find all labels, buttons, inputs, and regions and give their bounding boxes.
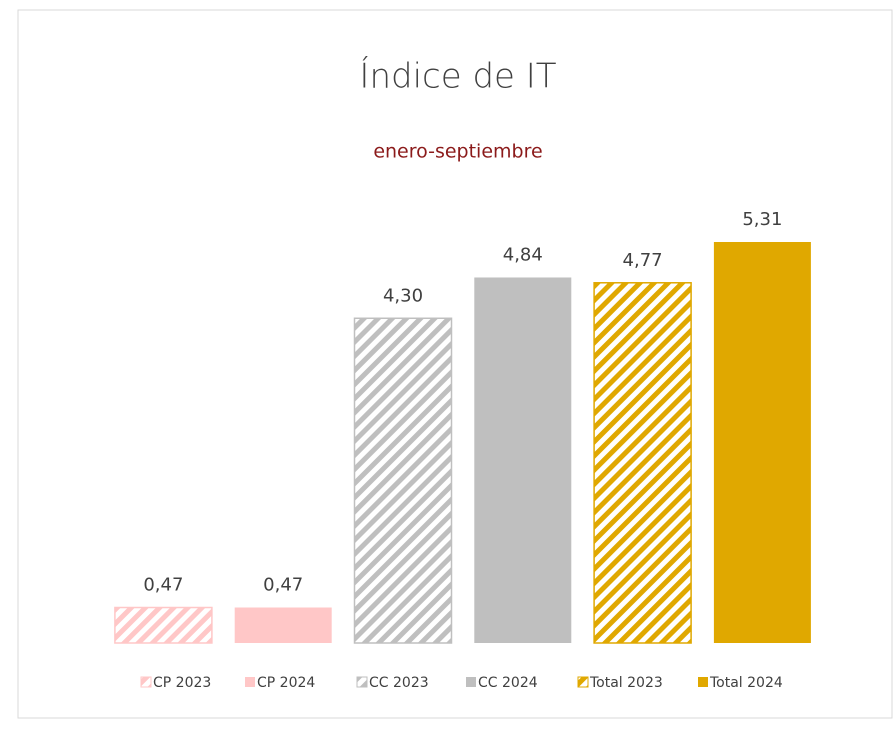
value-label: 0,47 xyxy=(143,575,183,596)
chart-subtitle: enero-septiembre xyxy=(373,141,542,163)
value-label: 4,77 xyxy=(623,250,663,271)
legend-swatch xyxy=(698,677,708,687)
legend-label: Total 2024 xyxy=(709,675,783,691)
value-label: 4,84 xyxy=(503,244,543,265)
bar xyxy=(474,277,572,643)
legend-label: CC 2024 xyxy=(478,675,538,691)
legend-swatch xyxy=(356,676,368,688)
value-label: 4,30 xyxy=(383,285,423,306)
bar xyxy=(713,242,811,643)
legend-swatch xyxy=(577,676,589,688)
legend-label: Total 2023 xyxy=(589,675,663,691)
bar xyxy=(114,606,213,644)
legend-label: CP 2024 xyxy=(257,675,315,691)
value-label: 0,47 xyxy=(263,575,303,596)
bar xyxy=(353,317,453,644)
legend-swatch xyxy=(245,677,255,687)
legend-label: CC 2023 xyxy=(369,675,429,691)
legend-swatch xyxy=(140,676,152,688)
value-label: 5,31 xyxy=(742,209,782,230)
legend-label: CP 2023 xyxy=(153,675,211,691)
chart-title: Índice de IT xyxy=(359,56,556,97)
legend-swatch xyxy=(466,677,476,687)
bar xyxy=(234,607,332,643)
bar xyxy=(593,282,692,644)
